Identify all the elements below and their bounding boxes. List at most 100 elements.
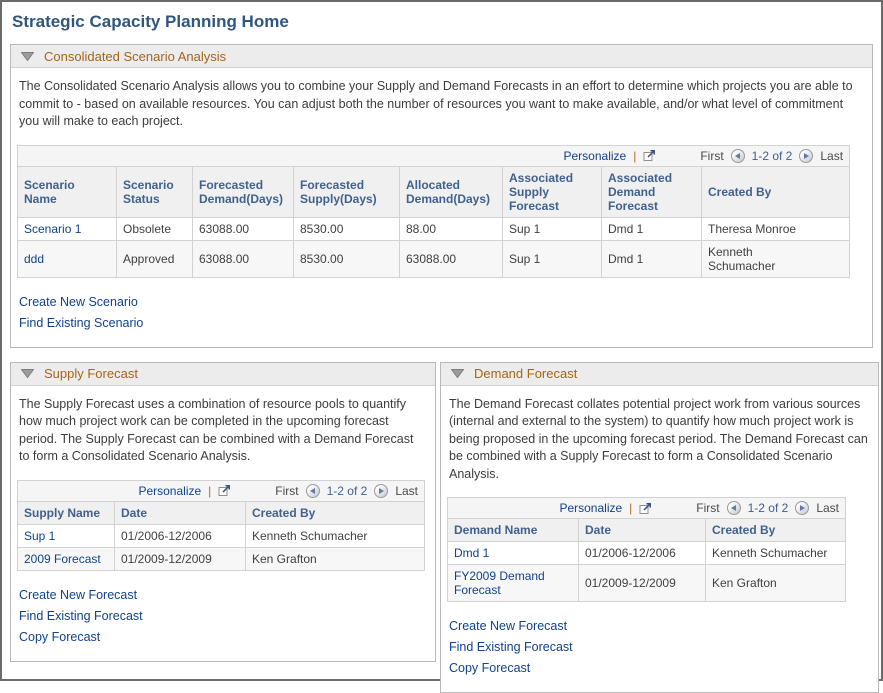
personalize-link[interactable]: Personalize [564,149,627,163]
table-row: FY2009 Demand Forecast 01/2009-12/2009 K… [448,565,846,602]
demand-action-links: Create New Forecast Find Existing Foreca… [441,606,878,692]
demand-forecast-link[interactable]: Dmd 1 [454,546,489,560]
column-header: Forecasted Demand(Days) [193,166,294,217]
copy-forecast-link[interactable]: Copy Forecast [19,630,435,644]
create-new-forecast-link[interactable]: Create New Forecast [19,588,435,602]
create-new-scenario-link[interactable]: Create New Scenario [19,295,872,309]
table-row: Dmd 1 01/2006-12/2006 Kenneth Schumacher [448,542,846,565]
supply-action-links: Create New Forecast Find Existing Foreca… [11,575,435,661]
row-range-label: 1-2 of 2 [327,484,368,498]
scenario-link[interactable]: Scenario 1 [24,222,81,236]
section-header: Supply Forecast [11,363,435,386]
last-page-link[interactable]: Last [816,501,839,515]
created-by: Ken Grafton [246,547,425,570]
demand-grid-header-row: Demand Name Date Created By [448,519,846,542]
personalize-link[interactable]: Personalize [559,501,622,515]
copy-forecast-link[interactable]: Copy Forecast [449,661,878,675]
row-range-label: 1-2 of 2 [752,149,793,163]
find-existing-forecast-link[interactable]: Find Existing Forecast [449,640,878,654]
created-by: Kenneth Schumacher [702,240,850,277]
column-header: Associated Supply Forecast [503,166,602,217]
nav-separator: | [208,484,211,498]
collapse-section-triangle-icon[interactable] [451,369,464,378]
created-by: Ken Grafton [706,565,846,602]
scenario-grid-header-row: Scenario Name Scenario Status Forecasted… [18,166,850,217]
scenario-status: Approved [117,240,193,277]
column-header: Supply Name [18,501,115,524]
section-consolidated-scenario-analysis: Consolidated Scenario Analysis The Conso… [10,44,873,348]
column-header: Forecasted Supply(Days) [294,166,400,217]
date-range: 01/2006-12/2006 [115,524,246,547]
supply-forecast-link[interactable]: Sup 1 [24,529,55,543]
section-title: Consolidated Scenario Analysis [44,49,226,64]
first-page-link[interactable]: First [275,484,298,498]
associated-demand-forecast: Dmd 1 [602,217,702,240]
demand-grid: Personalize | First 1-2 of 2 Last [447,497,846,602]
section-description: The Demand Forecast collates potential p… [441,386,878,488]
personalize-link[interactable]: Personalize [138,484,201,498]
nav-separator: | [633,149,636,163]
section-description: The Supply Forecast uses a combination o… [11,386,435,470]
next-page-icon[interactable] [799,149,813,163]
forecasted-demand: 63088.00 [193,240,294,277]
popup-window-icon[interactable] [218,484,231,497]
nav-separator: | [629,501,632,515]
column-header: Scenario Status [117,166,193,217]
date-range: 01/2006-12/2006 [579,542,706,565]
page-title: Strategic Capacity Planning Home [12,12,873,32]
column-header: Created By [246,501,425,524]
create-new-forecast-link[interactable]: Create New Forecast [449,619,878,633]
previous-page-icon[interactable] [306,484,320,498]
section-title: Supply Forecast [44,366,138,381]
supply-forecast-link[interactable]: 2009 Forecast [24,552,101,566]
associated-supply-forecast: Sup 1 [503,217,602,240]
first-page-link[interactable]: First [700,149,723,163]
date-range: 01/2009-12/2009 [115,547,246,570]
created-by: Theresa Monroe [702,217,850,240]
scenario-action-links: Create New Scenario Find Existing Scenar… [11,282,872,347]
column-header: Date [115,501,246,524]
first-page-link[interactable]: First [696,501,719,515]
section-header: Demand Forecast [441,363,878,386]
column-header: Demand Name [448,519,579,542]
section-header: Consolidated Scenario Analysis [11,45,872,68]
column-header: Created By [706,519,846,542]
grid-navigation-bar: Personalize | First 1-2 of 2 Last [454,501,839,515]
find-existing-forecast-link[interactable]: Find Existing Forecast [19,609,435,623]
column-header: Associated Demand Forecast [602,166,702,217]
section-supply-forecast: Supply Forecast The Supply Forecast uses… [10,362,436,662]
associated-demand-forecast: Dmd 1 [602,240,702,277]
column-header: Allocated Demand(Days) [400,166,503,217]
section-title: Demand Forecast [474,366,577,381]
table-row: 2009 Forecast 01/2009-12/2009 Ken Grafto… [18,547,425,570]
popup-window-icon[interactable] [639,502,652,515]
demand-forecast-link[interactable]: FY2009 Demand Forecast [454,569,545,597]
supply-grid-header-row: Supply Name Date Created By [18,501,425,524]
section-description: The Consolidated Scenario Analysis allow… [11,68,872,135]
row-range-label: 1-2 of 2 [748,501,789,515]
last-page-link[interactable]: Last [820,149,843,163]
scenario-status: Obsolete [117,217,193,240]
next-page-icon[interactable] [795,501,809,515]
previous-page-icon[interactable] [727,501,741,515]
collapse-section-triangle-icon[interactable] [21,369,34,378]
column-header: Date [579,519,706,542]
next-page-icon[interactable] [374,484,388,498]
forecasted-supply: 8530.00 [294,217,400,240]
scenario-grid: Personalize | First 1-2 of 2 Last [17,145,850,278]
grid-navigation-bar: Personalize | First 1-2 of 2 Last [24,149,843,163]
column-header: Scenario Name [18,166,117,217]
grid-navigation-bar: Personalize | First 1-2 of 2 Last [24,484,418,498]
previous-page-icon[interactable] [731,149,745,163]
table-row: Sup 1 01/2006-12/2006 Kenneth Schumacher [18,524,425,547]
scenario-link[interactable]: ddd [24,252,44,266]
last-page-link[interactable]: Last [395,484,418,498]
supply-grid: Personalize | First 1-2 of 2 Last [17,480,425,571]
collapse-section-triangle-icon[interactable] [21,52,34,61]
popup-window-icon[interactable] [643,149,656,162]
forecasted-supply: 8530.00 [294,240,400,277]
column-header: Created By [702,166,850,217]
find-existing-scenario-link[interactable]: Find Existing Scenario [19,316,872,330]
created-by: Kenneth Schumacher [246,524,425,547]
date-range: 01/2009-12/2009 [579,565,706,602]
